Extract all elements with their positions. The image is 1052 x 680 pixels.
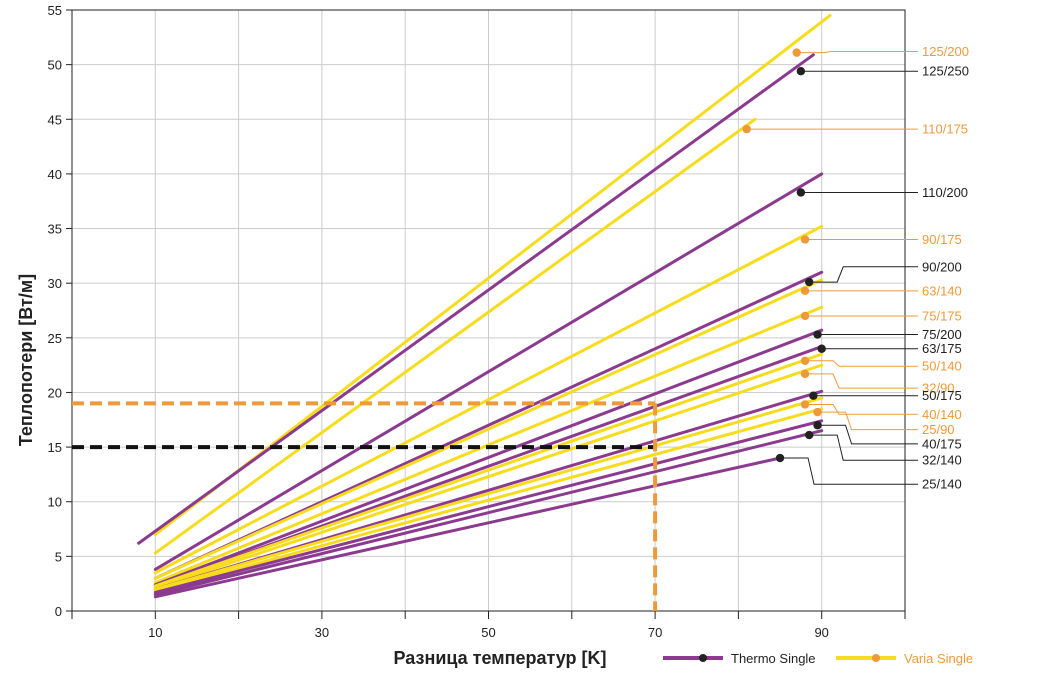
series-label-50-140: 50/140 (922, 359, 962, 374)
y-tick-label: 50 (48, 58, 62, 73)
series-label-75-175: 75/175 (922, 308, 962, 323)
tick-labels: 0 5 10 15 20 25 30 35 40 45 50 55 10 30 50 70 90 (48, 3, 829, 640)
y-tick-label: 45 (48, 112, 62, 127)
x-tick-label: 30 (315, 625, 329, 640)
y-tick-label: 20 (48, 385, 62, 400)
leader-25-90 (817, 411, 918, 431)
y-axis-label: Теплопотери [Вт/м] (16, 274, 36, 446)
series-label-110-200: 110/200 (922, 185, 968, 200)
series-label-40-175: 40/175 (922, 436, 962, 451)
series-label-32-90: 32/90 (922, 381, 955, 396)
series-label-40-140: 40/140 (922, 407, 962, 422)
series-line-40-140 (153, 396, 824, 591)
y-tick-label: 10 (48, 495, 62, 510)
series-label-90-200: 90/200 (922, 259, 962, 274)
legend-marker-thermo (699, 654, 707, 662)
series-label-75-200: 75/200 (922, 327, 962, 342)
series-line-63-140 (153, 278, 824, 580)
legend: Thermo Single Varia Single (663, 651, 973, 666)
series-label-25-140: 25/140 (922, 477, 962, 492)
series-line-90-175 (153, 224, 824, 575)
series-line-50-140 (153, 352, 824, 588)
leader-32-90 (805, 373, 918, 389)
y-tick-label: 5 (55, 549, 62, 564)
series-label-50-175: 50/175 (922, 388, 962, 403)
y-tick-label: 15 (48, 440, 62, 455)
series-line-125-250 (137, 53, 815, 545)
series-line-75-175 (153, 305, 824, 585)
leader-50-140 (805, 360, 918, 367)
y-tick-label: 25 (48, 331, 62, 346)
series-label-125-200: 125/200 (922, 44, 969, 59)
series-line-75-200 (153, 328, 824, 587)
series-line-32-140 (153, 429, 824, 597)
reference-lines (72, 401, 658, 611)
x-axis-label: Разница температур [K] (394, 648, 607, 668)
series-line-110-175 (153, 117, 757, 555)
x-tick-label: 90 (814, 625, 828, 640)
legend-label-thermo: Thermo Single (731, 651, 816, 666)
y-tick-label: 55 (48, 3, 62, 18)
series-label-63-175: 63/175 (922, 341, 962, 356)
x-tick-label: 70 (648, 625, 662, 640)
leader-90-200 (809, 266, 918, 283)
legend-marker-varia (872, 654, 880, 662)
legend-label-varia: Varia Single (904, 651, 973, 666)
series-label-110-175: 110/175 (922, 122, 968, 137)
x-tick-label: 10 (148, 625, 162, 640)
leader-40-140 (805, 403, 918, 415)
y-tick-label: 30 (48, 276, 62, 291)
series-labels: 125/200 125/250 110/175 110/200 90/175 90/200… (922, 44, 969, 492)
series-line-32-90 (153, 363, 824, 590)
y-tick-label: 40 (48, 167, 62, 182)
leader-40-175 (817, 424, 918, 445)
leader-25-140 (780, 457, 918, 485)
series-line-40-175 (153, 419, 824, 594)
series-markers (742, 48, 826, 463)
leader-32-140 (809, 434, 918, 461)
y-tick-label: 0 (55, 604, 62, 619)
series-lines (137, 13, 832, 599)
label-leaders (746, 51, 918, 485)
series-label-32-140: 32/140 (922, 453, 962, 468)
series-label-63-140: 63/140 (922, 283, 962, 298)
y-tick-label: 35 (48, 222, 62, 237)
x-tick-label: 50 (481, 625, 495, 640)
leader-125-200 (796, 51, 918, 54)
series-label-125-250: 125/250 (922, 64, 969, 79)
series-label-90-175: 90/175 (922, 232, 962, 247)
series-line-110-200 (153, 172, 824, 571)
series-line-25-90 (153, 407, 824, 593)
series-label-25-90: 25/90 (922, 422, 955, 437)
series-line-25-140 (153, 456, 782, 599)
